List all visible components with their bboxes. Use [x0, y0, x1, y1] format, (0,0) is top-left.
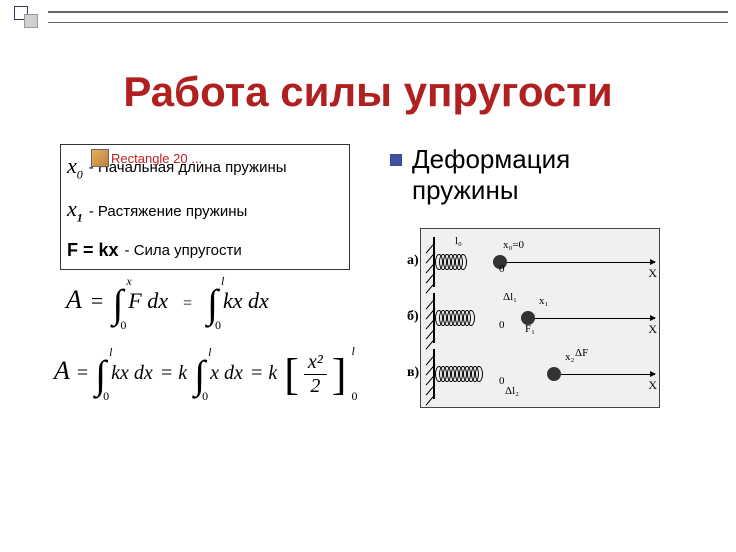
formula-line-2: A = ∫ l 0 kx dx = k ∫ l 0 x dx = k [ x² …	[54, 349, 380, 400]
bracket-right: ]	[332, 349, 347, 400]
force-b: F₁	[525, 323, 535, 335]
header-accent	[0, 0, 736, 40]
f2-int1-bot: 0	[103, 389, 109, 404]
f2-int1-top: l	[109, 345, 112, 360]
wall-b	[425, 293, 435, 343]
row-label-b: б)	[407, 309, 419, 325]
axis-c: X	[561, 374, 655, 375]
annot-dF: ΔF	[575, 347, 588, 359]
annot-dl1: Δl₁	[503, 291, 517, 303]
f2-int1: ∫ l 0	[95, 351, 106, 398]
accent-line-bottom	[48, 22, 728, 23]
row-label-c: в)	[407, 365, 419, 381]
annot-x2: x₂	[565, 351, 574, 363]
frac-num: x²	[304, 351, 327, 375]
annot-x0: x₀=0	[503, 239, 524, 251]
f2-A: A	[54, 356, 70, 385]
axis-label-a: X	[648, 266, 657, 281]
bracket-limits: l 0	[351, 354, 359, 394]
accent-square-gray	[24, 14, 38, 28]
symbol-x1: x1	[67, 196, 83, 225]
bracket-left: [	[284, 349, 299, 400]
f1-int1-bot: 0	[120, 318, 126, 333]
content-area: Rectangle 20 ... x0 - Начальная длина пр…	[0, 144, 736, 408]
placeholder-icon	[91, 149, 109, 167]
f2-int2-bot: 0	[202, 389, 208, 404]
bracket-bot: 0	[351, 389, 357, 404]
f1-int2-bot: 0	[215, 318, 221, 333]
left-column: Rectangle 20 ... x0 - Начальная длина пр…	[0, 144, 380, 408]
annot-x1: x₁	[539, 295, 548, 307]
frac-den: 2	[304, 375, 327, 398]
f1-int1: ∫ x 0	[112, 280, 123, 327]
spring-row-b: б) Δl₁ x₁ 0 F₁ X	[425, 293, 655, 343]
right-column: Деформация пружины а) l₀	[380, 144, 736, 408]
accent-line-top	[48, 11, 728, 13]
heading-line1: Деформация	[412, 144, 570, 175]
origin-c: 0	[499, 375, 505, 387]
symbol-f: F = kx	[67, 240, 119, 261]
fraction: x² 2	[304, 351, 327, 398]
f1-int1-top: x	[126, 274, 131, 289]
spring-a	[435, 254, 491, 270]
f2-tail: = k	[250, 362, 277, 384]
formula-line-1: A = ∫ x 0 F dx = ∫ l 0 kx dx	[66, 280, 380, 327]
ball-c	[547, 367, 561, 381]
desc-f: - Сила упругости	[125, 242, 242, 259]
bullet-icon	[390, 154, 402, 166]
heading-text: Деформация пружины	[412, 144, 570, 206]
def-row-f: F = kx - Сила упругости	[67, 240, 343, 261]
axis-label-b: X	[648, 322, 657, 337]
f2-int2: ∫ l 0	[194, 351, 205, 398]
f2-mid: = k	[160, 362, 187, 384]
f2-eq: =	[77, 362, 88, 384]
origin-b: 0	[499, 319, 505, 331]
symbol-x0: x0	[67, 153, 83, 182]
f1-eq: =	[91, 288, 103, 313]
wall-a	[425, 237, 435, 287]
axis-b: X	[535, 318, 655, 319]
bracket-top: l	[351, 344, 354, 359]
origin-a: 0	[499, 263, 505, 275]
f1-int1-body: F dx	[128, 288, 168, 313]
f2-int2-top: l	[208, 345, 211, 360]
f1-int2: ∫ l 0	[207, 280, 218, 327]
f2-int1-body: kx dx	[111, 362, 153, 384]
bullet-heading: Деформация пружины	[390, 144, 736, 206]
spring-row-c: в) x₂ ΔF 0 Δl₂ X	[425, 349, 655, 399]
desc-x1: - Растяжение пружины	[89, 203, 248, 220]
f1-int2-body: kx dx	[223, 288, 269, 313]
f2-int2-body: x dx	[210, 362, 243, 384]
placeholder-overlay-text: Rectangle 20 ...	[111, 151, 202, 166]
row-label-a: а)	[407, 253, 419, 269]
definitions-box: Rectangle 20 ... x0 - Начальная длина пр…	[60, 144, 350, 270]
annot-l0: l₀	[455, 235, 462, 247]
spring-diagram: а) l₀ x₀=0 0 X б)	[420, 228, 660, 408]
annot-dl2: Δl₂	[505, 385, 519, 397]
spring-b	[435, 310, 519, 326]
axis-label-c: X	[648, 378, 657, 393]
spring-c	[435, 366, 545, 382]
heading-line2: пружины	[412, 175, 570, 206]
axis-a: X	[507, 262, 655, 263]
spring-row-a: а) l₀ x₀=0 0 X	[425, 237, 655, 287]
f1-A: A	[66, 285, 82, 314]
wall-c	[425, 349, 435, 399]
slide-title: Работа силы упругости	[0, 68, 736, 116]
f1-int2-top: l	[221, 274, 224, 289]
def-row-x1: x1 - Растяжение пружины	[67, 196, 343, 225]
f1-mid-eq: =	[183, 295, 192, 312]
